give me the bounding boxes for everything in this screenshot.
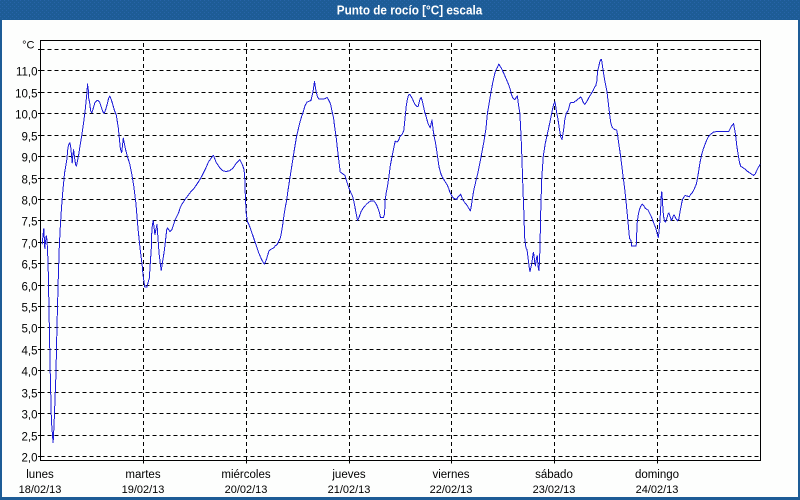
svg-text:jueves: jueves: [331, 469, 365, 481]
svg-text:5,5: 5,5: [22, 303, 38, 315]
svg-text:6,5: 6,5: [22, 260, 38, 272]
svg-text:23/02/13: 23/02/13: [533, 484, 576, 496]
svg-text:3,5: 3,5: [22, 389, 38, 401]
svg-text:sábado: sábado: [535, 469, 573, 481]
svg-text:viernes: viernes: [432, 469, 469, 481]
svg-text:miércoles: miércoles: [221, 469, 270, 481]
svg-text:2,5: 2,5: [22, 432, 38, 444]
svg-text:21/02/13: 21/02/13: [328, 484, 371, 496]
svg-text:10,5: 10,5: [15, 89, 37, 101]
svg-text:9,5: 9,5: [22, 132, 38, 144]
svg-text:2,0: 2,0: [22, 453, 38, 465]
svg-text:22/02/13: 22/02/13: [430, 484, 473, 496]
svg-text:7,5: 7,5: [22, 217, 38, 229]
svg-text:lunes: lunes: [26, 469, 54, 481]
svg-text:°C: °C: [22, 40, 34, 52]
svg-text:4,0: 4,0: [22, 367, 38, 379]
svg-text:18/02/13: 18/02/13: [19, 484, 62, 496]
svg-text:8,0: 8,0: [22, 196, 38, 208]
svg-text:5,0: 5,0: [22, 324, 38, 336]
svg-text:martes: martes: [125, 469, 160, 481]
svg-text:10,0: 10,0: [15, 110, 37, 122]
svg-text:11,0: 11,0: [16, 67, 38, 79]
svg-text:9,0: 9,0: [22, 153, 38, 165]
svg-text:19/02/13: 19/02/13: [122, 484, 165, 496]
svg-text:24/02/13: 24/02/13: [636, 484, 679, 496]
svg-text:domingo: domingo: [635, 469, 679, 481]
svg-text:6,0: 6,0: [22, 282, 38, 294]
svg-text:Punto de rocío [°C] escala: Punto de rocío [°C] escala: [337, 3, 483, 18]
svg-text:4,5: 4,5: [22, 346, 38, 358]
svg-text:8,5: 8,5: [22, 175, 38, 187]
svg-text:20/02/13: 20/02/13: [225, 484, 268, 496]
svg-text:3,0: 3,0: [22, 410, 38, 422]
svg-text:7,0: 7,0: [22, 239, 38, 251]
